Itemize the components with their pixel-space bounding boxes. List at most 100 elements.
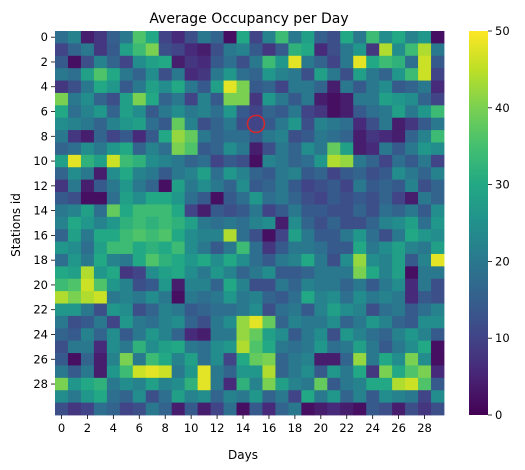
heatmap-cell xyxy=(392,216,406,230)
heatmap-cell xyxy=(340,229,354,242)
heatmap-cell xyxy=(80,43,95,57)
heatmap-cell xyxy=(93,43,108,57)
heatmap-cell xyxy=(379,303,393,317)
heatmap-cell xyxy=(379,390,393,404)
heatmap-cell xyxy=(67,43,82,57)
heatmap-cell xyxy=(392,154,406,168)
heatmap-cell xyxy=(275,328,289,342)
heatmap-cell xyxy=(67,204,82,218)
heatmap-cell xyxy=(288,390,302,404)
heatmap-cell xyxy=(340,291,354,304)
heatmap-cell xyxy=(119,105,134,119)
heatmap-cell xyxy=(106,142,121,156)
heatmap-cell xyxy=(236,241,250,255)
heatmap-cell xyxy=(184,291,199,304)
heatmap-cell xyxy=(171,390,186,404)
heatmap-cell xyxy=(132,291,147,304)
heatmap-cell xyxy=(353,167,367,181)
heatmap-cell xyxy=(158,179,173,193)
heatmap-cell xyxy=(132,303,147,317)
heatmap-cell xyxy=(236,402,250,416)
heatmap-cell xyxy=(132,229,147,242)
heatmap-cell xyxy=(158,142,173,156)
heatmap-cell xyxy=(418,55,432,69)
heatmap-cell xyxy=(262,266,276,280)
heatmap-cell xyxy=(431,55,445,69)
heatmap-cell xyxy=(249,167,263,181)
heatmap-cell xyxy=(119,353,134,366)
x-tick-label: 22 xyxy=(339,421,354,435)
heatmap-cell xyxy=(249,68,263,81)
heatmap-cell xyxy=(301,192,315,205)
heatmap-cell xyxy=(184,130,199,143)
heatmap-cell xyxy=(314,204,328,218)
heatmap-cell xyxy=(275,278,289,292)
heatmap-cell xyxy=(392,229,406,242)
heatmap-cell xyxy=(301,117,315,131)
heatmap-cell xyxy=(262,154,276,168)
heatmap-cell xyxy=(145,377,160,391)
heatmap-cell xyxy=(119,315,134,329)
heatmap-cell xyxy=(158,68,173,81)
heatmap-cell xyxy=(80,390,95,404)
heatmap-cell xyxy=(405,80,419,94)
colorbar-ticks: 0 10 20 30 40 50 xyxy=(488,24,510,422)
heatmap-cell xyxy=(210,303,224,317)
heatmap-cell xyxy=(301,167,315,181)
heatmap-cell xyxy=(67,303,82,317)
heatmap-cell xyxy=(275,31,289,44)
heatmap-cell xyxy=(288,328,302,342)
heatmap-cell xyxy=(366,55,380,69)
heatmap-cell xyxy=(210,117,224,131)
heatmap-cell xyxy=(353,365,367,379)
heatmap-cell xyxy=(353,253,367,267)
heatmap-cell xyxy=(353,80,367,94)
heatmap-cell xyxy=(431,328,445,342)
heatmap-cell xyxy=(184,154,199,168)
heatmap-cell xyxy=(314,340,328,354)
heatmap-cell xyxy=(158,216,173,230)
heatmap-cell xyxy=(210,43,224,57)
heatmap-cell xyxy=(171,315,186,329)
heatmap-cell xyxy=(145,68,160,81)
heatmap-cell xyxy=(171,266,186,280)
heatmap-cell xyxy=(158,229,173,242)
heatmap-cell xyxy=(405,390,419,404)
heatmap-cell xyxy=(145,31,160,44)
heatmap-cell xyxy=(275,340,289,354)
heatmap-cell xyxy=(55,353,69,366)
y-tick-label: 22 xyxy=(33,303,48,317)
heatmap-cell xyxy=(379,266,393,280)
heatmap-cell xyxy=(184,68,199,81)
heatmap-cell xyxy=(353,315,367,329)
heatmap-cell xyxy=(210,192,224,205)
heatmap-cell xyxy=(145,328,160,342)
heatmap-cell xyxy=(418,167,432,181)
heatmap-cell xyxy=(106,216,121,230)
heatmap-cell xyxy=(55,55,69,69)
heatmap-cell xyxy=(223,179,237,193)
heatmap-cell xyxy=(366,390,380,404)
heatmap-cell xyxy=(236,68,250,81)
heatmap-cell xyxy=(314,291,328,304)
heatmap-cell xyxy=(106,365,121,379)
heatmap-cell xyxy=(405,130,419,143)
heatmap-cell xyxy=(405,167,419,181)
heatmap-cell xyxy=(93,80,108,94)
heatmap-cell xyxy=(288,216,302,230)
x-tick-label: 20 xyxy=(313,421,328,435)
heatmap-cell xyxy=(431,241,445,255)
heatmap-cell xyxy=(275,117,289,131)
heatmap-cell xyxy=(119,340,134,354)
heatmap-cell xyxy=(275,192,289,205)
heatmap-cell xyxy=(223,31,237,44)
heatmap-cell xyxy=(392,328,406,342)
heatmap-cell xyxy=(418,353,432,366)
heatmap-cell xyxy=(67,31,82,44)
heatmap-cell xyxy=(132,31,147,44)
heatmap-cell xyxy=(262,315,276,329)
heatmap-cell xyxy=(119,43,134,57)
heatmap-cell xyxy=(80,291,95,304)
heatmap-cell xyxy=(184,390,199,404)
